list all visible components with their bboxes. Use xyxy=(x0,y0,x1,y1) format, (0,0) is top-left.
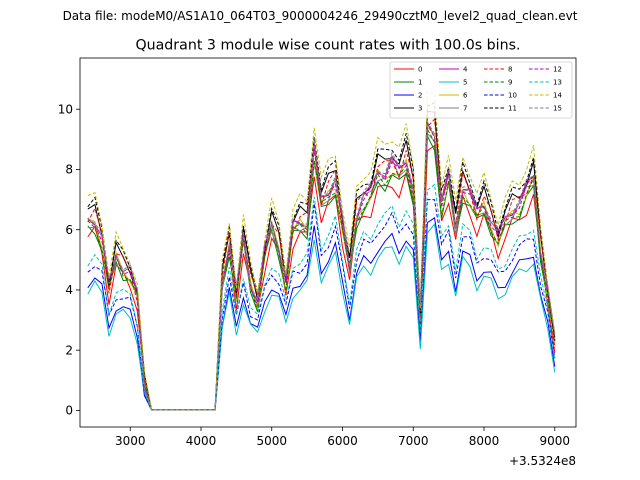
x-tick-label-4000: 4000 xyxy=(186,434,217,448)
x-tick-label-6000: 6000 xyxy=(327,434,358,448)
legend-label-11: 11 xyxy=(508,105,517,113)
y-tick-label-6: 6 xyxy=(65,223,73,237)
legend-label-8: 8 xyxy=(508,66,512,74)
y-tick-label-10: 10 xyxy=(58,102,73,116)
y-axis: 0 2 4 6 8 10 xyxy=(58,102,80,418)
y-tick-label-4: 4 xyxy=(65,283,73,297)
x-offset-label: +3.5324e8 xyxy=(509,454,576,468)
legend-label-10: 10 xyxy=(508,92,517,100)
legend-label-1: 1 xyxy=(418,79,422,87)
chart-title: Quadrant 3 module wise count rates with … xyxy=(135,38,520,54)
legend-label-13: 13 xyxy=(553,79,562,87)
legend-label-0: 0 xyxy=(418,66,422,74)
x-tick-label-3000: 3000 xyxy=(115,434,146,448)
axes-frame xyxy=(79,57,577,428)
legend-label-4: 4 xyxy=(463,66,468,74)
legend-box xyxy=(389,61,573,119)
legend-label-12: 12 xyxy=(553,66,562,74)
y-tick-label-8: 8 xyxy=(65,163,73,177)
legend-label-7: 7 xyxy=(463,105,467,113)
x-tick-label-5000: 5000 xyxy=(256,434,287,448)
series-line-14 xyxy=(87,90,556,411)
legend-label-15: 15 xyxy=(553,105,562,113)
x-axis: 3000 4000 5000 6000 7000 8000 9000 xyxy=(115,427,570,448)
legend-label-6: 6 xyxy=(463,92,468,100)
x-tick-label-7000: 7000 xyxy=(398,434,429,448)
series-line-15 xyxy=(87,120,556,411)
suptitle: Data file: modeM0/AS1A10_064T03_90000042… xyxy=(63,9,578,23)
legend-label-9: 9 xyxy=(508,79,512,87)
y-tick-label-0: 0 xyxy=(65,404,73,418)
legend-label-5: 5 xyxy=(463,79,467,87)
legend-label-3: 3 xyxy=(418,105,422,113)
legend-label-2: 2 xyxy=(418,92,422,100)
x-tick-label-8000: 8000 xyxy=(469,434,500,448)
plot-lines xyxy=(87,90,556,411)
legend-label-14: 14 xyxy=(553,92,562,100)
series-line-9 xyxy=(87,127,556,411)
y-tick-label-2: 2 xyxy=(65,343,73,357)
x-tick-label-9000: 9000 xyxy=(539,434,570,448)
